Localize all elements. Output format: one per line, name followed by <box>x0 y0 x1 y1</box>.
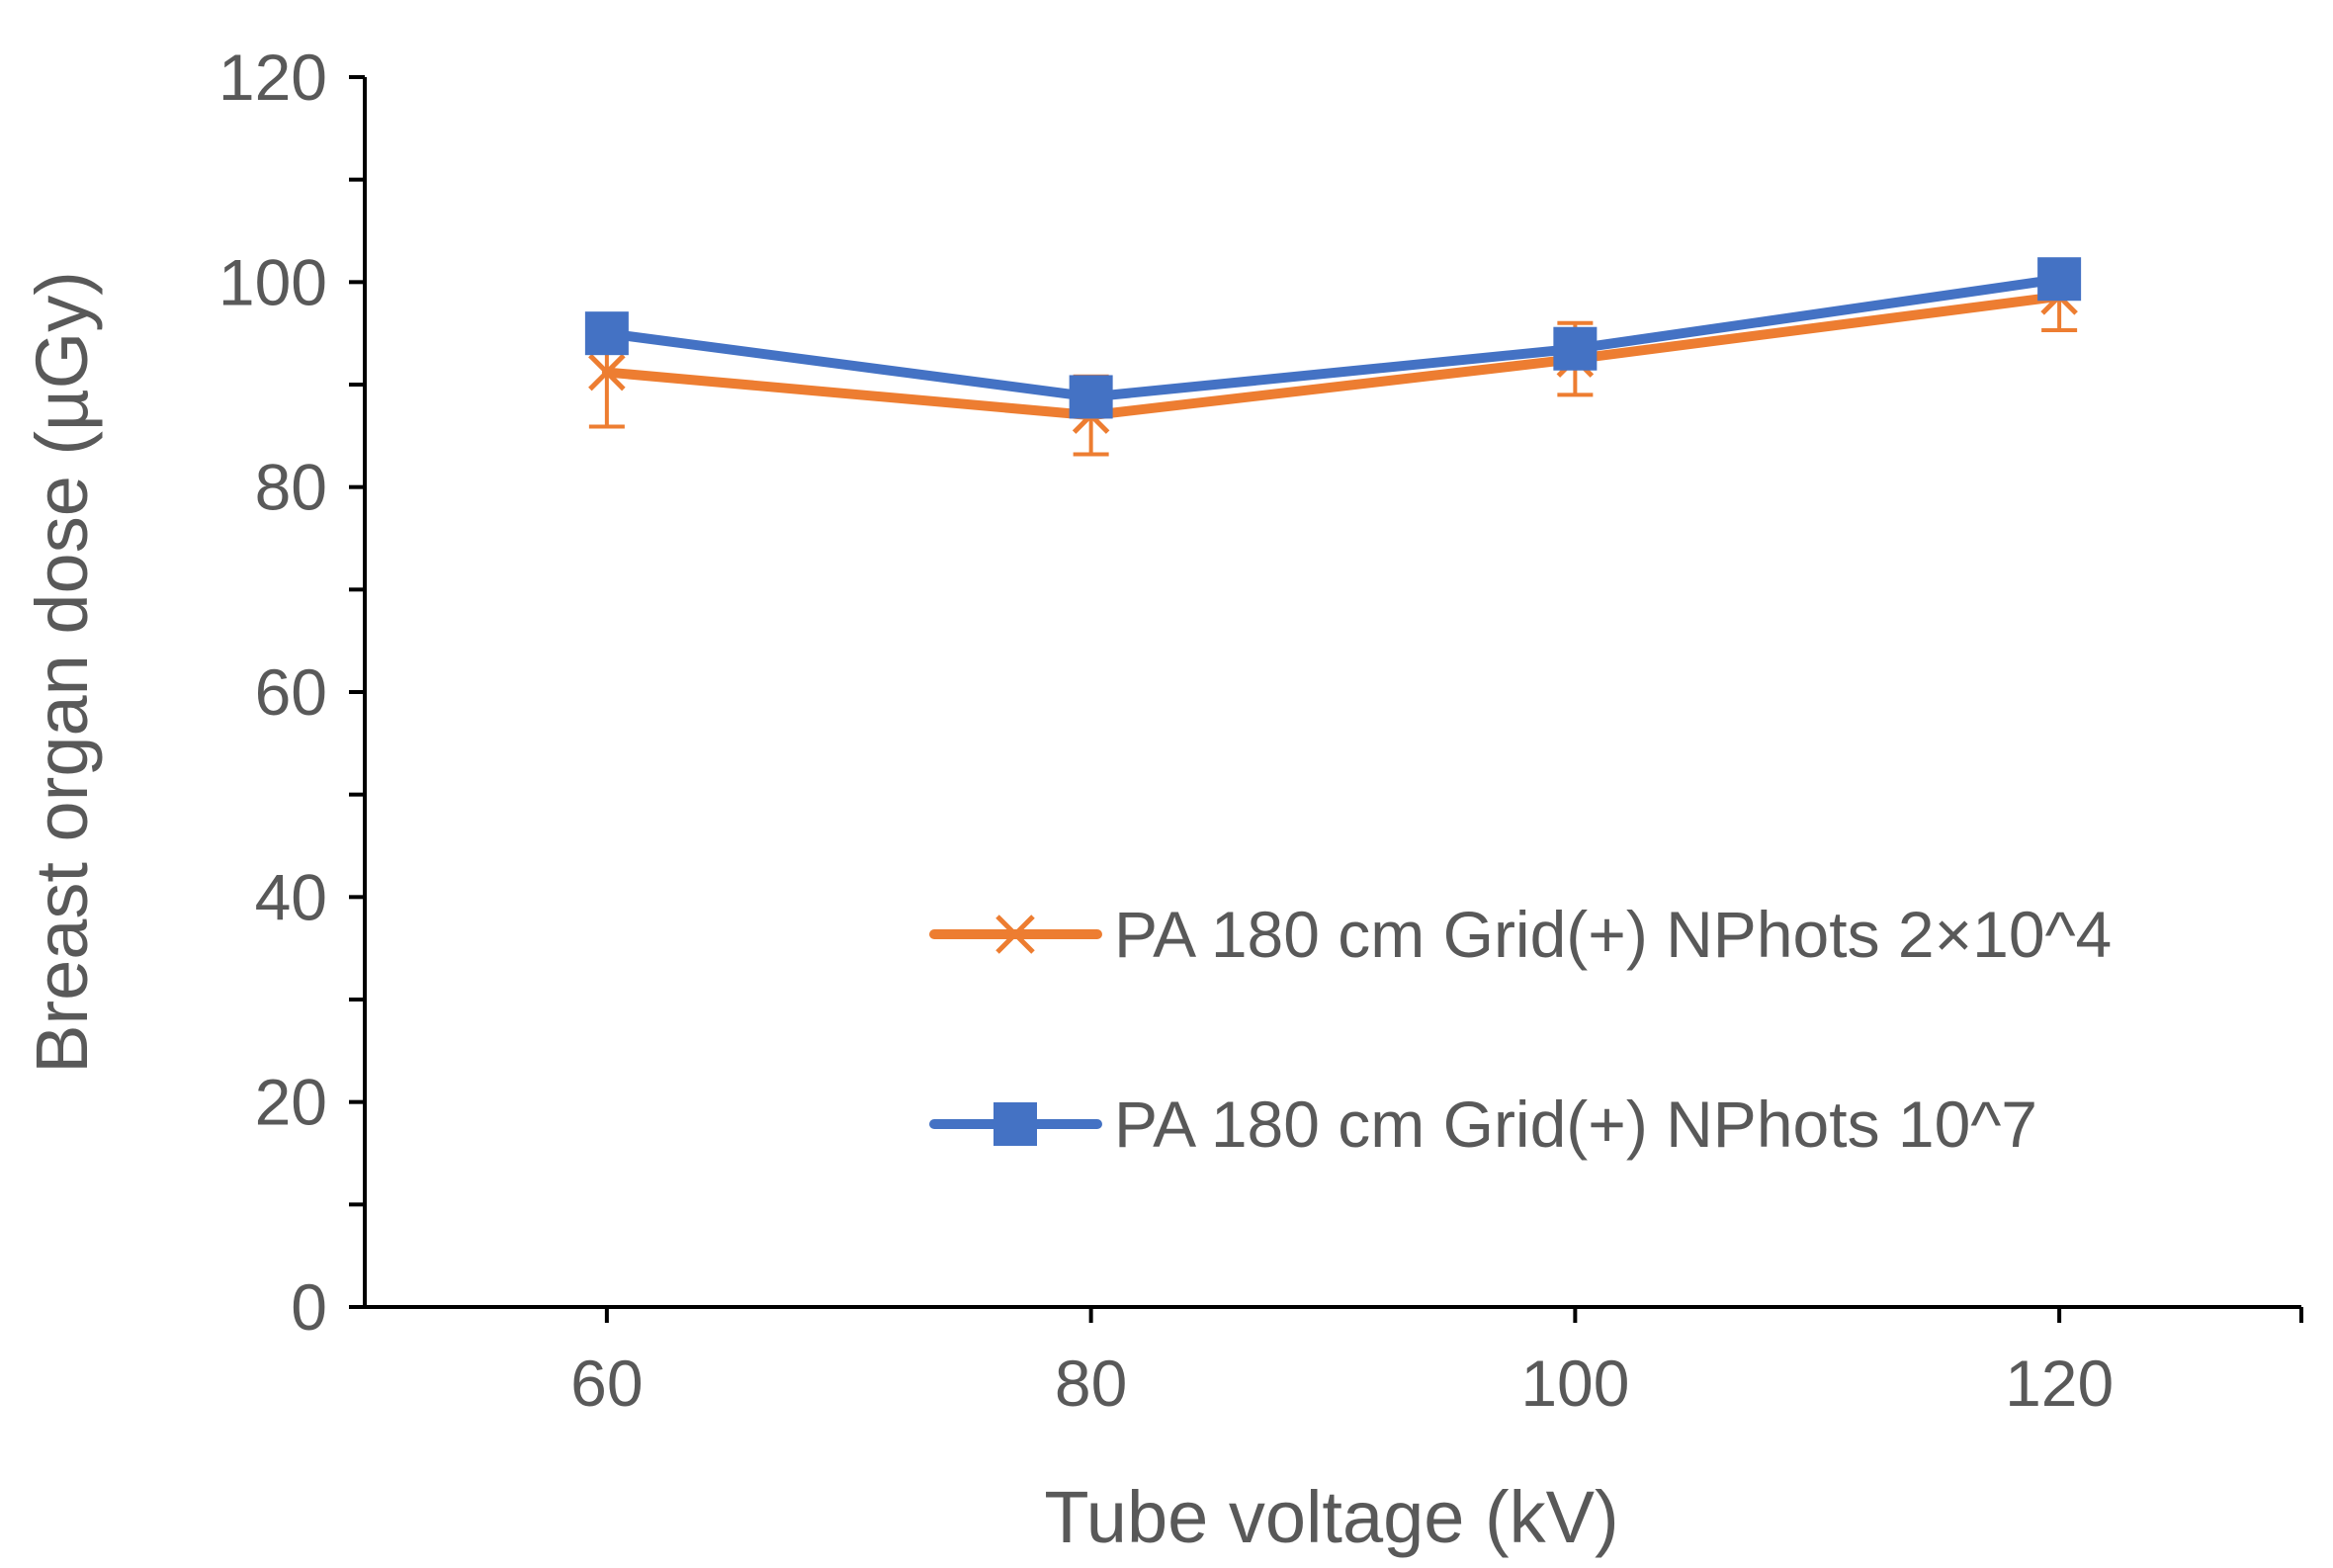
data-point-x-stroke <box>995 915 1035 954</box>
data-point-square <box>994 1102 1037 1146</box>
data-point-square <box>1553 326 1598 371</box>
y-tick-label: 80 <box>255 451 327 524</box>
x-tick-label: 80 <box>1055 1347 1127 1420</box>
legend-label: PA 180 cm Grid(+) NPhots 10^7 <box>1114 1088 2037 1161</box>
axes: 0 20 40 60 80 100 120 60 80 100 120 <box>218 41 2303 1420</box>
x-tick-label: 120 <box>2005 1347 2114 1420</box>
y-tick-label: 40 <box>255 860 327 933</box>
legend-entry: PA 180 cm Grid(+) NPhots 10^7 <box>929 1088 2037 1161</box>
y-tick-label: 120 <box>218 41 327 114</box>
data-point-x <box>995 915 1035 954</box>
data-point-square <box>2037 257 2082 302</box>
y-tick-label: 0 <box>291 1270 327 1344</box>
legend: PA 180 cm Grid(+) NPhots 2×10^4 PA 180 cm… <box>929 898 2112 1161</box>
legend-label: PA 180 cm Grid(+) NPhots 2×10^4 <box>1114 898 2112 971</box>
y-tick-label: 100 <box>218 245 327 318</box>
y-axis-title: Breast organ dose (µGy) <box>21 271 103 1074</box>
series-2 <box>584 257 2082 419</box>
legend-entry: PA 180 cm Grid(+) NPhots 2×10^4 <box>929 898 2112 971</box>
y-tick-label: 60 <box>255 655 327 729</box>
x-axis-title: Tube voltage (kV) <box>1044 1476 1618 1558</box>
data-point-square <box>584 311 629 356</box>
series-line <box>601 274 2065 402</box>
x-tick-label: 60 <box>570 1347 643 1420</box>
series-line <box>601 291 2065 421</box>
data-point-x-stroke <box>588 353 626 392</box>
data-point-square <box>1069 375 1113 419</box>
data-point-x <box>588 353 626 392</box>
series-layer <box>584 257 2082 457</box>
y-tick-label: 20 <box>255 1066 327 1139</box>
x-tick-label: 100 <box>1520 1347 1629 1420</box>
